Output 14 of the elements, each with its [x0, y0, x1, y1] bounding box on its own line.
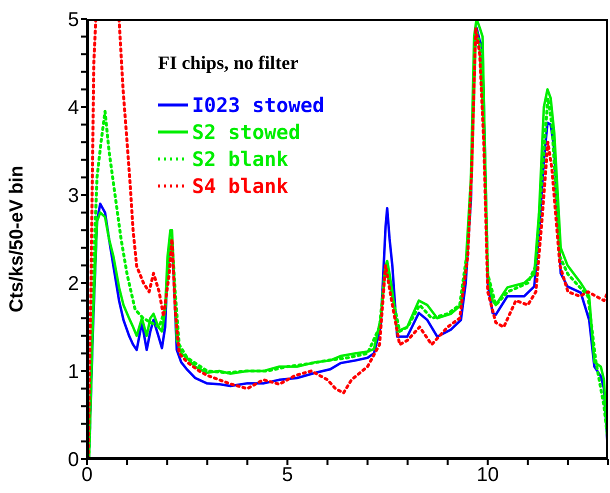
legend-title: FI chips, no filter — [158, 53, 300, 75]
y-tick-label: 4 — [68, 97, 79, 120]
legend-label: S2 stowed — [192, 120, 300, 144]
y-tick-label: 2 — [68, 273, 79, 296]
legend-label: S2 blank — [192, 146, 288, 170]
x-tick-label: 5 — [282, 464, 293, 486]
legend-label: I023 stowed — [192, 92, 324, 116]
y-tick-label: 3 — [68, 185, 79, 208]
legend-label: S4 blank — [192, 174, 288, 198]
y-tick-label: 5 — [68, 9, 79, 32]
y-tick-label: 0 — [68, 449, 79, 472]
x-tick-label: 10 — [476, 464, 499, 486]
y-tick-label: 1 — [68, 361, 79, 384]
y-axis-title: Cts/ks/50-eV bin — [6, 166, 28, 312]
